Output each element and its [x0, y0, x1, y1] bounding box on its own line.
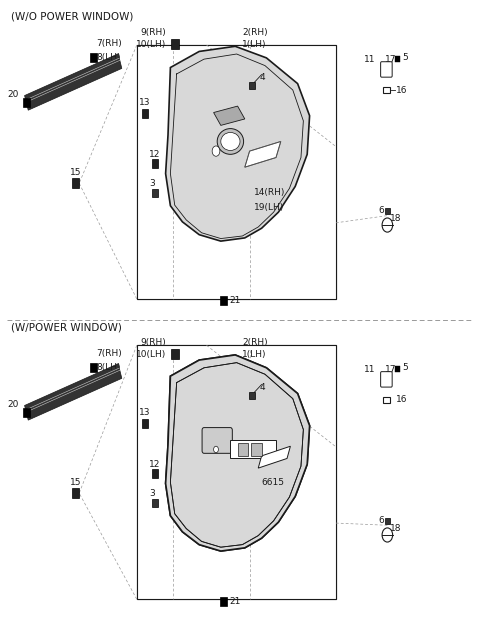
Circle shape — [212, 146, 220, 156]
Polygon shape — [166, 355, 310, 551]
Bar — [23, 98, 30, 107]
Text: 3: 3 — [149, 489, 155, 498]
Text: 1(LH): 1(LH) — [242, 40, 267, 49]
Bar — [383, 87, 390, 93]
FancyBboxPatch shape — [381, 372, 392, 387]
Bar — [152, 159, 158, 168]
Polygon shape — [166, 46, 310, 241]
Text: 14(RH): 14(RH) — [254, 188, 286, 197]
Text: 20: 20 — [8, 400, 19, 409]
Bar — [90, 363, 97, 372]
Bar — [220, 597, 227, 606]
Bar — [137, 345, 336, 599]
Text: 6: 6 — [378, 516, 384, 525]
Polygon shape — [214, 106, 245, 125]
Bar — [72, 178, 79, 188]
Text: 17: 17 — [385, 365, 396, 374]
Circle shape — [382, 218, 393, 232]
Polygon shape — [24, 54, 122, 110]
Bar — [385, 208, 390, 214]
FancyBboxPatch shape — [202, 428, 232, 453]
Text: 8(LH): 8(LH) — [96, 363, 120, 372]
Bar — [90, 53, 97, 62]
Text: 4: 4 — [259, 383, 265, 392]
Text: 2(RH): 2(RH) — [242, 28, 268, 37]
Text: 6: 6 — [378, 206, 384, 215]
Text: 6615: 6615 — [262, 478, 285, 487]
Bar — [171, 349, 179, 359]
Bar — [171, 39, 179, 49]
Polygon shape — [245, 141, 281, 167]
Text: 2(RH): 2(RH) — [242, 338, 268, 347]
Text: 10(LH): 10(LH) — [136, 350, 167, 359]
Polygon shape — [24, 364, 122, 420]
Circle shape — [382, 528, 393, 542]
Text: 5: 5 — [402, 363, 408, 372]
Text: 5: 5 — [402, 53, 408, 62]
Text: (W/O POWER WINDOW): (W/O POWER WINDOW) — [11, 12, 133, 22]
Text: (W/POWER WINDOW): (W/POWER WINDOW) — [11, 323, 121, 333]
Bar — [238, 443, 248, 456]
Bar — [395, 366, 400, 372]
Bar — [230, 440, 276, 458]
Bar — [72, 488, 79, 498]
Bar — [142, 419, 148, 428]
FancyBboxPatch shape — [381, 62, 392, 77]
Text: 10(LH): 10(LH) — [136, 40, 167, 49]
Text: 13: 13 — [139, 408, 151, 417]
Bar — [152, 499, 158, 507]
Text: 15: 15 — [70, 168, 81, 177]
Text: 15: 15 — [70, 478, 81, 487]
Text: 21: 21 — [229, 597, 241, 606]
Text: 18: 18 — [390, 214, 402, 223]
Text: 3: 3 — [149, 179, 155, 188]
Ellipse shape — [221, 132, 240, 150]
Text: 4: 4 — [259, 73, 265, 82]
Text: 11: 11 — [364, 365, 375, 374]
Text: 16: 16 — [396, 395, 408, 404]
Polygon shape — [166, 355, 310, 551]
Bar — [137, 345, 336, 599]
Text: 1(LH): 1(LH) — [242, 350, 267, 359]
Bar — [220, 296, 227, 305]
Text: 16: 16 — [396, 86, 408, 95]
Text: 9(RH): 9(RH) — [141, 28, 167, 37]
Text: 19(LH): 19(LH) — [254, 203, 285, 212]
Text: 13: 13 — [139, 98, 151, 107]
Text: 7(RH): 7(RH) — [96, 39, 122, 48]
Bar — [152, 469, 158, 478]
Text: 7(RH): 7(RH) — [96, 349, 122, 358]
Bar — [395, 56, 400, 62]
Bar — [137, 45, 336, 299]
Bar — [137, 45, 336, 299]
Ellipse shape — [217, 129, 243, 154]
Text: 17: 17 — [385, 55, 396, 64]
Bar — [152, 189, 158, 197]
Bar — [385, 518, 390, 524]
Polygon shape — [258, 446, 290, 468]
Bar — [249, 82, 255, 89]
Text: 12: 12 — [149, 150, 160, 159]
Text: 11: 11 — [364, 55, 375, 64]
Text: 9(RH): 9(RH) — [141, 338, 167, 347]
Bar — [251, 443, 262, 456]
Bar — [23, 408, 30, 417]
Text: 18: 18 — [390, 524, 402, 533]
Bar — [142, 109, 148, 118]
Text: 20: 20 — [8, 90, 19, 99]
Text: 21: 21 — [229, 296, 241, 305]
Circle shape — [214, 446, 218, 453]
Bar — [249, 392, 255, 399]
Bar — [383, 397, 390, 403]
Text: 12: 12 — [149, 460, 160, 469]
Text: 8(LH): 8(LH) — [96, 53, 120, 62]
